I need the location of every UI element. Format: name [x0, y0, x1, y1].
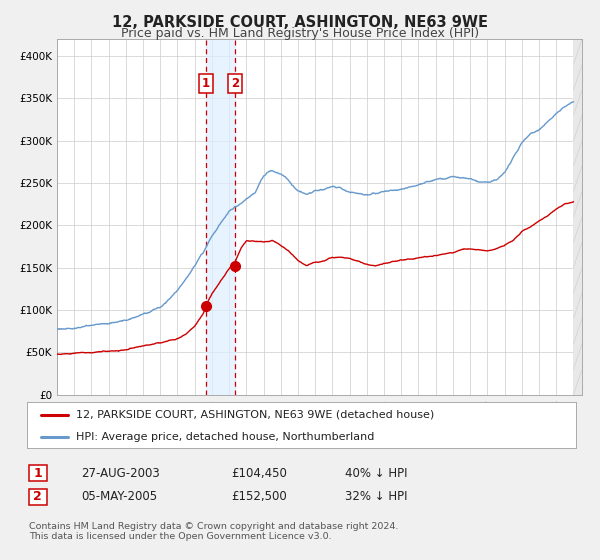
Text: 05-MAY-2005: 05-MAY-2005 [81, 490, 157, 503]
Text: 2: 2 [231, 77, 239, 90]
Text: 1: 1 [202, 77, 210, 90]
Text: £152,500: £152,500 [231, 490, 287, 503]
Text: This data is licensed under the Open Government Licence v3.0.: This data is licensed under the Open Gov… [29, 532, 331, 541]
Text: 32% ↓ HPI: 32% ↓ HPI [345, 490, 407, 503]
Text: Contains HM Land Registry data © Crown copyright and database right 2024.: Contains HM Land Registry data © Crown c… [29, 522, 398, 531]
Text: £104,450: £104,450 [231, 466, 287, 480]
Text: 27-AUG-2003: 27-AUG-2003 [81, 466, 160, 480]
Bar [206, 39, 235, 395]
Text: Price paid vs. HM Land Registry's House Price Index (HPI): Price paid vs. HM Land Registry's House … [121, 27, 479, 40]
Text: 40% ↓ HPI: 40% ↓ HPI [345, 466, 407, 480]
Bar [574, 39, 582, 395]
Text: 12, PARKSIDE COURT, ASHINGTON, NE63 9WE (detached house): 12, PARKSIDE COURT, ASHINGTON, NE63 9WE … [76, 410, 434, 420]
Text: HPI: Average price, detached house, Northumberland: HPI: Average price, detached house, Nort… [76, 432, 375, 441]
Text: 12, PARKSIDE COURT, ASHINGTON, NE63 9WE: 12, PARKSIDE COURT, ASHINGTON, NE63 9WE [112, 15, 488, 30]
Text: 2: 2 [34, 490, 42, 503]
Text: 1: 1 [34, 466, 42, 480]
